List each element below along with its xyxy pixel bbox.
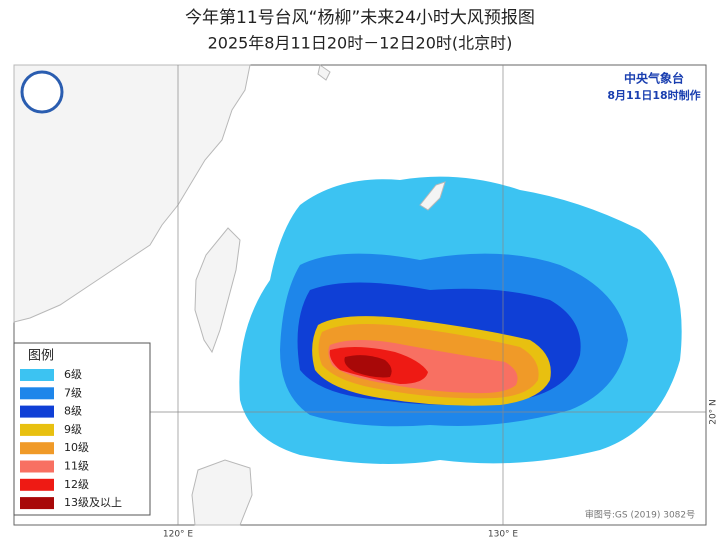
approval: 审图号:GS (2019) 3082号 xyxy=(585,509,695,521)
legend-title: 图例 xyxy=(28,349,54,364)
legend-swatch xyxy=(20,405,54,418)
legend-label: 9级 xyxy=(64,423,82,436)
subtitle: 2025年8月11日20时－12日20时(北京时) xyxy=(208,34,513,53)
legend-swatch xyxy=(20,423,54,436)
legend-swatch xyxy=(20,460,54,473)
lon-label: 130° E xyxy=(488,530,519,540)
legend-label: 6级 xyxy=(64,368,82,381)
legend-swatch xyxy=(20,387,54,400)
wind-zone xyxy=(344,355,392,378)
island xyxy=(419,181,446,211)
agency-made: 8月11日18时制作 xyxy=(607,88,700,102)
luzon xyxy=(191,459,253,526)
lat-label: 20° N xyxy=(709,399,719,425)
legend-swatch xyxy=(20,478,54,491)
legend-swatch xyxy=(20,369,54,381)
island xyxy=(317,64,331,81)
legend-label: 8级 xyxy=(64,405,82,418)
legend-items: 6级 7级 8级 9级 10级 11级 12级 13级及以上 xyxy=(20,368,122,510)
legend-label: 7级 xyxy=(64,386,82,399)
legend-label: 12级 xyxy=(64,478,89,491)
legend-swatch xyxy=(20,442,54,455)
legend-swatch xyxy=(20,497,54,510)
legend-label: 10级 xyxy=(64,441,89,454)
agency-name: 中央气象台 xyxy=(624,71,684,86)
legend-label: 11级 xyxy=(64,460,89,473)
taiwan xyxy=(194,227,241,354)
title: 今年第11号台风“杨柳”未来24小时大风预报图 xyxy=(185,8,535,28)
lon-label: 120° E xyxy=(163,530,194,540)
mainland xyxy=(13,64,251,323)
legend-label: 13级及以上 xyxy=(64,496,122,509)
wind-zones xyxy=(239,176,682,464)
logo xyxy=(20,70,64,114)
